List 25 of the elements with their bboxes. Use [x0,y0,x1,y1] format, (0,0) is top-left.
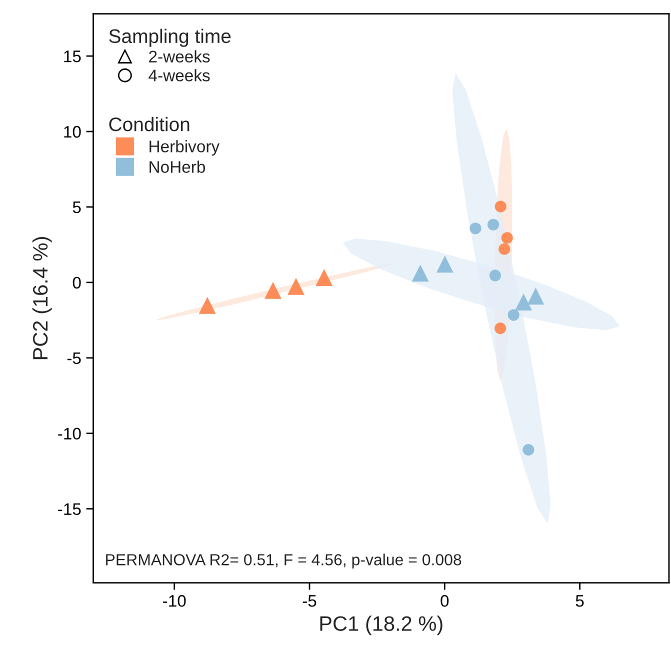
y-tick-label: -15 [58,503,81,516]
annotation: 4-weeks [148,69,210,82]
x-tick-label: 0 [440,595,449,607]
y-tick-label: 10 [64,126,81,138]
legend-label: Herbivory [150,140,220,156]
y-axis-title: PC2 (16.4 %) [32,237,52,360]
y-tick-label: 5 [72,202,81,214]
point [508,309,520,321]
y-tick-label: -5 [67,352,81,364]
x-tick-label: 5 [576,595,584,607]
point [487,218,500,230]
point [470,222,482,234]
point [489,270,501,282]
text: Condition [109,116,190,132]
x-axis-title: PC1 (18.2 %) [320,616,442,636]
x-tick-label: -10 [163,595,186,607]
point [522,444,534,456]
annotation: 2-weeks [149,50,210,62]
legend-label: NoHerb [150,160,205,173]
annotation: PERMANOVA R2= 0.51, F = 4.56, p-value = 0.008 [106,554,462,569]
y-tick-label: 15 [64,50,81,62]
y-tick-label: -10 [58,428,81,440]
y-tick-label: 0 [72,276,81,289]
text: Sampling time [109,28,231,47]
x-tick-label: -5 [302,595,316,607]
